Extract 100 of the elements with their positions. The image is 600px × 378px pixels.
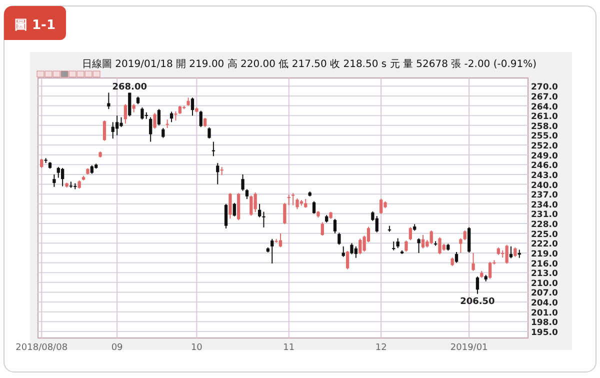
candlestick xyxy=(358,238,362,255)
candlestick xyxy=(380,198,383,215)
y-tick-label: 216.0 xyxy=(531,259,558,270)
candlestick xyxy=(254,192,257,213)
y-tick-label: 195.0 xyxy=(531,328,558,338)
y-tick-label: 240.0 xyxy=(531,180,558,191)
candlestick xyxy=(208,126,211,140)
y-tick-label: 252.0 xyxy=(531,142,558,152)
candlestick xyxy=(124,104,128,124)
candlestick xyxy=(245,188,249,200)
candlestick xyxy=(270,238,274,264)
candlestick xyxy=(333,218,337,234)
candlestick xyxy=(170,111,174,123)
annotation: 206.50 xyxy=(460,296,495,307)
candlestick xyxy=(107,92,110,110)
candlestick xyxy=(342,246,345,258)
candlestick xyxy=(212,141,216,157)
y-tick-label: 219.0 xyxy=(531,249,558,260)
y-tick-label: 222.0 xyxy=(531,240,558,250)
candlestick xyxy=(430,230,433,245)
y-tick-label: 264.0 xyxy=(531,102,558,112)
candlestick xyxy=(157,108,161,126)
candlestick xyxy=(111,122,114,140)
y-tick-label: 213.0 xyxy=(531,269,558,280)
candlestick xyxy=(190,97,194,116)
candlestick xyxy=(102,120,106,142)
candlestick xyxy=(514,246,517,258)
candlestick xyxy=(258,203,262,218)
y-tick-label: 258.0 xyxy=(531,122,558,132)
chart-title: 日線圖 2019/01/18 開 219.00 高 220.00 低 217.50 收 218.50 s 元 量 52678 張 -2.00 (-0.91%) xyxy=(82,58,537,70)
candlestick xyxy=(350,242,354,255)
y-tick-label: 234.0 xyxy=(531,200,558,210)
candlestick xyxy=(149,116,152,142)
candlestick xyxy=(392,241,396,251)
candlestick xyxy=(404,240,408,252)
y-tick-label: 249.0 xyxy=(531,151,558,162)
x-tick-label: 2018/08/08 xyxy=(16,343,68,353)
candlestick xyxy=(354,246,358,258)
candlestick xyxy=(396,238,400,249)
x-tick-label: 12 xyxy=(375,343,387,353)
y-tick-label: 231.0 xyxy=(531,210,558,220)
candlestick xyxy=(278,232,282,248)
candlestick xyxy=(216,162,220,185)
y-tick-label: 261.0 xyxy=(531,112,558,122)
candlestick xyxy=(115,115,119,136)
candlestick xyxy=(438,236,442,255)
y-tick-label: 204.0 xyxy=(531,298,558,309)
candlestick xyxy=(417,238,420,254)
x-tick-label: 11 xyxy=(283,343,295,353)
candlestick xyxy=(120,116,123,128)
candlestick xyxy=(454,251,458,264)
y-tick-label: 270.0 xyxy=(531,82,558,93)
candlestick xyxy=(488,261,492,280)
candlestick xyxy=(338,232,341,246)
candlestick xyxy=(320,222,324,236)
candlestick xyxy=(472,252,475,272)
candlestick xyxy=(505,244,508,264)
candlestick xyxy=(408,226,412,241)
x-tick-label: 2019/01 xyxy=(450,343,488,353)
candlestick xyxy=(56,166,60,178)
x-tick-label: 10 xyxy=(190,343,203,353)
annotation: 268.00 xyxy=(112,82,147,93)
y-tick-label: 225.0 xyxy=(531,230,558,240)
candlestick xyxy=(128,92,132,117)
candlestick xyxy=(346,250,350,270)
y-tick-label: 210.0 xyxy=(531,278,558,289)
y-tick-label: 198.0 xyxy=(531,318,558,328)
candlestick xyxy=(140,106,144,120)
candlestick xyxy=(476,276,480,294)
candlestick xyxy=(162,128,165,138)
candlestick xyxy=(375,216,378,233)
x-tick-label: 09 xyxy=(111,343,124,353)
candlestick xyxy=(224,203,228,229)
candlestick xyxy=(232,202,236,217)
candlestick xyxy=(287,194,290,206)
y-tick-label: 255.0 xyxy=(531,132,558,142)
candlestick xyxy=(203,117,207,128)
y-tick-label: 201.0 xyxy=(531,308,558,318)
candlestick xyxy=(250,194,253,216)
y-tick-label: 228.0 xyxy=(531,220,558,230)
candlestick xyxy=(52,174,56,188)
y-tick-label: 237.0 xyxy=(531,190,558,201)
candlestick xyxy=(292,192,295,206)
y-tick-label: 246.0 xyxy=(531,161,558,172)
candlestick xyxy=(312,200,316,214)
candlestick xyxy=(153,112,156,130)
y-tick-label: 267.0 xyxy=(531,92,558,102)
candlestick xyxy=(459,238,462,254)
candlestick xyxy=(241,174,244,192)
y-tick-label: 207.0 xyxy=(531,288,558,299)
candlestick xyxy=(283,202,286,225)
candlestick xyxy=(296,198,299,210)
candlestick xyxy=(174,110,178,122)
candlestick xyxy=(262,211,266,228)
candlestick xyxy=(40,158,44,168)
caption: 圖 1-1 xyxy=(14,18,56,33)
candlestick xyxy=(61,167,64,187)
candlestick xyxy=(463,230,466,241)
candlestick xyxy=(199,110,202,128)
candlestick xyxy=(468,226,471,254)
